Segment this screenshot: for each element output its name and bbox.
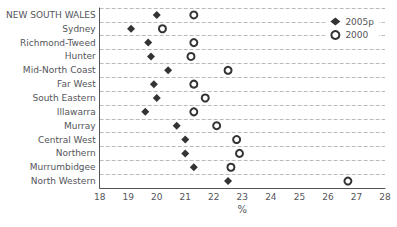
svg-text:Sydney: Sydney: [62, 24, 96, 34]
svg-text:19: 19: [122, 192, 134, 202]
svg-text:18: 18: [94, 192, 106, 202]
svg-text:23: 23: [237, 192, 248, 202]
svg-text:25: 25: [294, 192, 305, 202]
svg-text:NEW SOUTH WALES: NEW SOUTH WALES: [6, 10, 96, 20]
svg-text:Northern: Northern: [56, 148, 96, 158]
svg-text:20: 20: [151, 192, 163, 202]
svg-text:27: 27: [351, 192, 362, 202]
svg-text:Far West: Far West: [57, 79, 96, 89]
svg-text:24: 24: [265, 192, 277, 202]
svg-text:2000: 2000: [345, 30, 368, 40]
svg-text:Richmond-Tweed: Richmond-Tweed: [20, 38, 96, 48]
svg-text:28: 28: [379, 192, 391, 202]
svg-text:%: %: [238, 204, 248, 215]
svg-text:South Eastern: South Eastern: [32, 93, 95, 103]
svg-text:Mid-North Coast: Mid-North Coast: [23, 65, 96, 75]
svg-text:21: 21: [180, 192, 191, 202]
svg-text:Murray: Murray: [64, 121, 96, 131]
svg-text:Central West: Central West: [38, 135, 96, 145]
svg-text:Illawarra: Illawarra: [57, 107, 96, 117]
svg-text:26: 26: [322, 192, 334, 202]
svg-text:North Western: North Western: [31, 176, 96, 186]
svg-text:Murrumbidgee: Murrumbidgee: [30, 162, 96, 172]
svg-text:2005p: 2005p: [345, 17, 374, 27]
svg-text:22: 22: [208, 192, 219, 202]
svg-text:Hunter: Hunter: [65, 51, 96, 61]
